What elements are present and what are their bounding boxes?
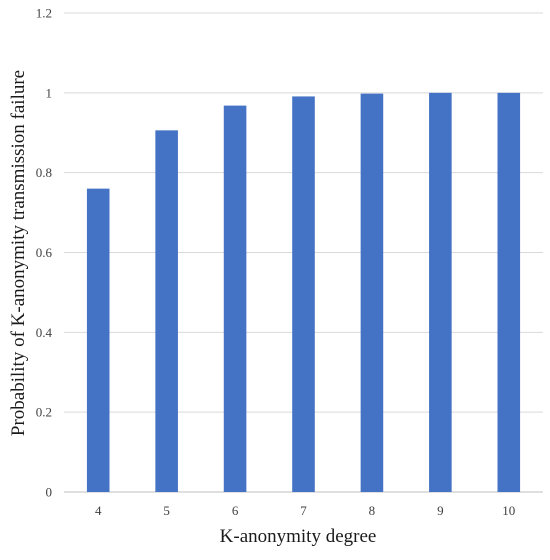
bar-4 bbox=[86, 188, 110, 492]
y-tick-label: 1 bbox=[46, 85, 53, 100]
x-tick-label: 4 bbox=[95, 503, 102, 518]
bar-6 bbox=[223, 105, 247, 493]
x-axis-title: K-anonymity degree bbox=[220, 526, 377, 547]
x-tick-label: 10 bbox=[502, 503, 515, 518]
y-axis-title: Probability of K-anonymity transmission … bbox=[8, 70, 29, 436]
y-tick-label: 0.2 bbox=[36, 405, 52, 420]
bar-7 bbox=[292, 96, 315, 492]
y-tick-label: 0.8 bbox=[36, 165, 52, 180]
y-tick-label: 1.2 bbox=[36, 6, 52, 21]
y-tick-label: 0 bbox=[46, 485, 53, 500]
bar-5 bbox=[155, 130, 178, 493]
x-tick-label: 6 bbox=[232, 503, 239, 518]
bar-8 bbox=[360, 93, 384, 493]
y-tick-label: 0.6 bbox=[36, 245, 53, 260]
x-tick-label: 5 bbox=[163, 503, 170, 518]
x-axis-ticks: 4 5 6 7 8 9 10 bbox=[95, 503, 515, 518]
x-tick-label: 8 bbox=[369, 503, 376, 518]
bar-10 bbox=[497, 92, 521, 492]
y-axis-ticks: 0 0.2 0.4 0.6 0.8 1 1.2 bbox=[36, 6, 53, 500]
y-tick-label: 0.4 bbox=[36, 325, 53, 340]
x-tick-label: 9 bbox=[437, 503, 444, 518]
bars bbox=[86, 92, 521, 493]
bar-9 bbox=[429, 92, 452, 492]
x-tick-label: 7 bbox=[300, 503, 307, 518]
